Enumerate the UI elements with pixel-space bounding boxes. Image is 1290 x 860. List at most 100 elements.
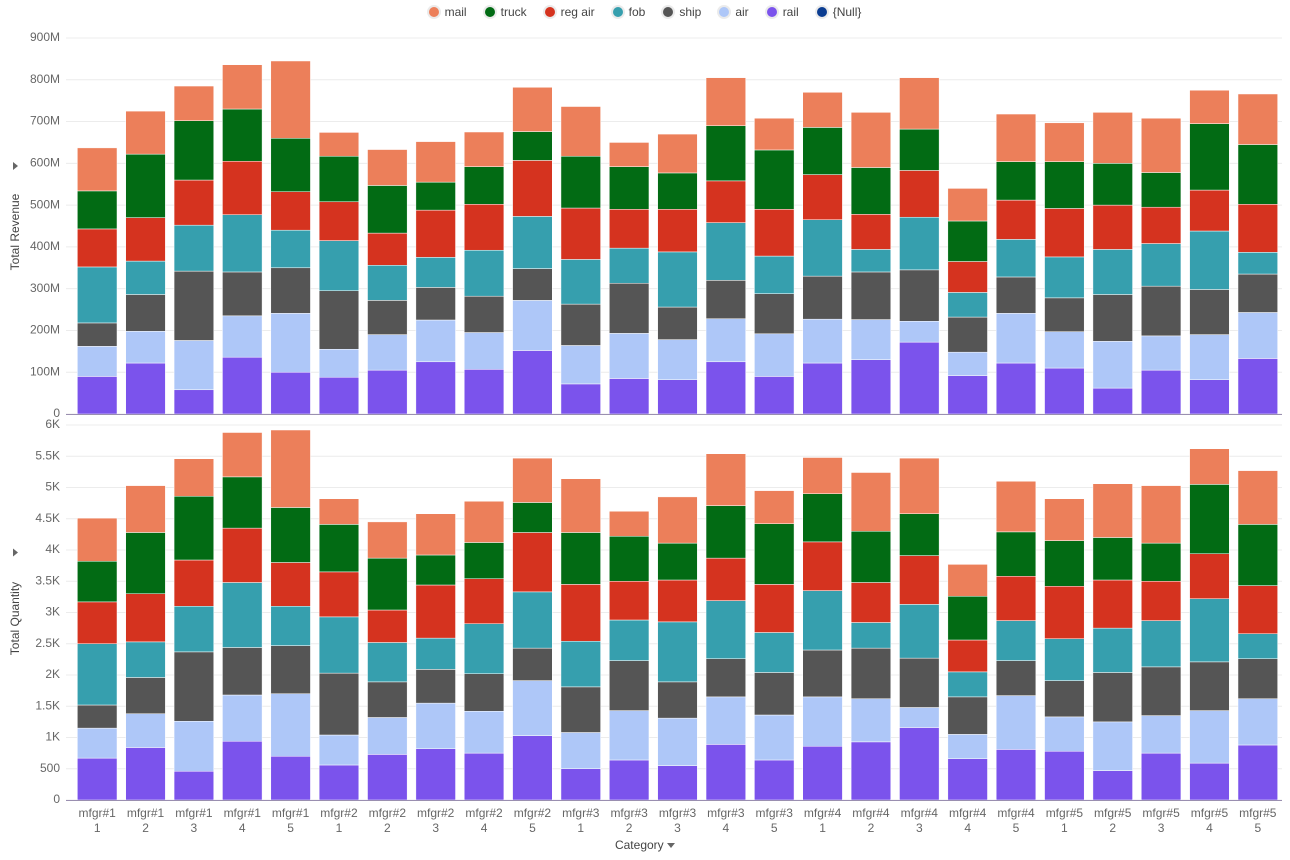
x-axis-title-text: Category <box>614 838 664 852</box>
x-tick-label: mfgr#5 1 <box>1045 806 1084 835</box>
bar-segment <box>318 734 360 766</box>
bar-segment <box>754 672 795 716</box>
bar-segment <box>657 339 698 380</box>
bar-segment <box>367 754 408 801</box>
bar-segment <box>560 259 601 305</box>
bar-segment <box>222 356 263 415</box>
bar-segment <box>125 362 166 415</box>
bar-segment <box>754 714 795 761</box>
bar-segment <box>947 564 988 597</box>
bar-segment <box>609 333 650 379</box>
legend-label: truck <box>500 5 527 19</box>
bar-segment <box>1189 230 1230 290</box>
bar-segment <box>1189 334 1230 380</box>
bar-segment <box>1044 498 1085 541</box>
bar-segment <box>1092 163 1133 206</box>
x-tick-label: mfgr#2 5 <box>513 806 552 835</box>
bar-segment <box>754 584 795 633</box>
bar-segment <box>125 747 166 801</box>
bar-segment <box>1141 285 1182 337</box>
bar-segment <box>270 138 311 192</box>
bar-segment <box>1189 762 1230 801</box>
bar-segment <box>318 290 360 350</box>
bar-segment <box>270 60 311 139</box>
bar-segment <box>463 711 505 754</box>
bar-segment <box>512 735 553 801</box>
bar-segment <box>1237 93 1278 145</box>
bar-segment <box>609 166 650 210</box>
bar-segment <box>77 757 118 801</box>
bar-segment <box>657 579 698 623</box>
bar-segment <box>560 641 601 688</box>
y-tick-label: 3.5K <box>35 573 60 587</box>
bar-segment <box>560 207 601 260</box>
bar-segment <box>1092 483 1133 538</box>
bar-segment <box>1237 585 1278 634</box>
bar-segment <box>657 306 698 340</box>
bar-segment <box>463 166 505 205</box>
bar-segment <box>802 127 843 175</box>
bar-segment <box>802 696 843 747</box>
bar-segment <box>947 696 988 735</box>
bar-segment <box>1044 297 1085 332</box>
bar-segment <box>173 179 214 226</box>
bar-segment <box>995 481 1037 533</box>
bar-segment <box>899 555 940 605</box>
bar-segment <box>802 362 843 415</box>
bar-segment <box>899 170 940 218</box>
bar-segment <box>705 557 746 601</box>
bar-segment <box>1237 744 1278 801</box>
bar-segment <box>1141 369 1182 415</box>
bar-segment <box>173 85 214 121</box>
bar-segment <box>415 257 456 288</box>
y-tick-label: 0 <box>53 792 60 806</box>
bar-segment <box>77 190 118 230</box>
bar-segment <box>1237 144 1278 205</box>
bar-segment <box>512 131 553 161</box>
bar-segment <box>560 106 601 157</box>
legend-item: air <box>719 2 749 22</box>
legend-label: air <box>735 5 749 19</box>
bar-segment <box>947 351 988 376</box>
bar-segment <box>318 524 360 573</box>
bar-segment <box>754 333 795 377</box>
bar-segment <box>367 717 408 755</box>
bar-segment <box>173 389 214 415</box>
bar-segment <box>657 133 698 174</box>
bar-segment <box>560 303 601 346</box>
bar-segment <box>270 507 311 563</box>
bar-segment <box>270 229 311 269</box>
bar-segment <box>802 590 843 651</box>
bar-segment <box>1141 206 1182 244</box>
bar-segment <box>850 531 892 583</box>
bar-segment <box>173 120 214 181</box>
bar-segment <box>1044 586 1085 639</box>
bar-segment <box>125 217 166 262</box>
bar-segment <box>1237 633 1278 659</box>
bar-segment <box>173 224 214 272</box>
bar-segment <box>560 732 601 769</box>
bar-segment <box>705 318 746 363</box>
bar-segment <box>463 623 505 674</box>
bar-segment <box>1141 666 1182 716</box>
bar-segment <box>1092 721 1133 771</box>
legend-label: ship <box>679 5 702 19</box>
legend-item: rail <box>766 2 799 22</box>
bar-segment <box>705 125 746 182</box>
bar-segment <box>947 671 988 698</box>
bar-segment <box>995 660 1037 696</box>
bar-segment <box>705 600 746 659</box>
bar-segment <box>415 141 456 183</box>
bar-segment <box>899 128 940 171</box>
bar-segment <box>947 220 988 262</box>
bar-segment <box>1092 112 1133 164</box>
y-axis-title: Total Revenue <box>8 162 22 270</box>
bar-segment <box>77 704 118 729</box>
bar-segment <box>512 350 553 415</box>
bar-segment <box>463 249 505 297</box>
bar-segment <box>705 744 746 801</box>
bar-segment <box>173 721 214 772</box>
bar-segment <box>415 702 456 749</box>
bar-segment <box>705 696 746 745</box>
